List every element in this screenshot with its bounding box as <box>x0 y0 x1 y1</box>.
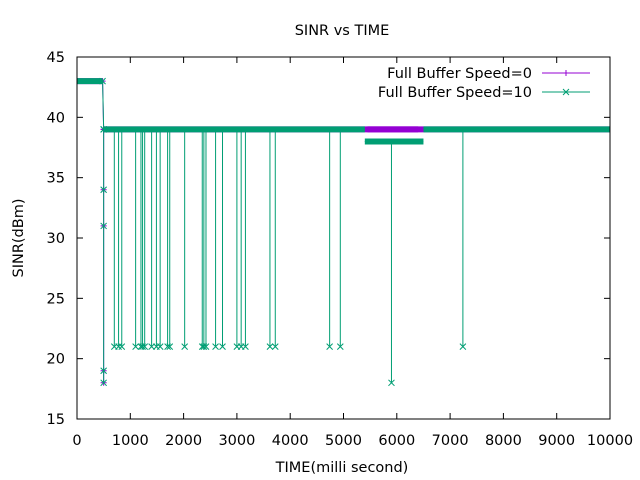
y-tick-label-5: 40 <box>47 110 65 126</box>
y-tick-label-2: 25 <box>47 291 65 307</box>
plot-frame <box>76 56 611 420</box>
series-2-dip-point-23 <box>271 343 279 350</box>
legend-marker-1 <box>563 70 569 76</box>
series-2-point <box>99 77 106 85</box>
y-axis-label: SINR(dBm) <box>11 199 27 278</box>
series-2-dip-point-10 <box>156 343 164 350</box>
series-2-dip-point-18 <box>219 343 226 350</box>
plot-area <box>77 77 610 387</box>
series-2-dip-point-4 <box>132 343 139 350</box>
y-tick-label-4: 35 <box>47 171 65 187</box>
series-2-dip-point-25 <box>336 343 344 350</box>
x-tick-label-2: 2000 <box>165 433 202 449</box>
series-2-dip-point-21 <box>242 343 249 350</box>
y-tick-label-6: 45 <box>47 50 65 66</box>
y-tick-label-0: 15 <box>47 412 65 428</box>
series-2-dip-point-3 <box>118 343 126 350</box>
y-tick-label-1: 20 <box>47 352 65 368</box>
x-tick-label-6: 6000 <box>378 433 415 449</box>
x-tick-label-8: 8000 <box>485 433 522 449</box>
legend: Full Buffer Speed=0 Full Buffer Speed=10 <box>378 66 590 101</box>
series-2-dip-point-22 <box>266 343 274 350</box>
x-tick-label-5: 5000 <box>325 433 362 449</box>
series-2-point <box>100 186 108 194</box>
series-2-dip-point-8 <box>148 343 155 350</box>
series-2-dip-point-24 <box>326 343 333 350</box>
series-2-point <box>100 222 108 230</box>
x-tick-label-7: 7000 <box>432 433 469 449</box>
legend-label-2: Full Buffer Speed=10 <box>378 85 532 101</box>
series-2-dip-point-27 <box>459 343 467 350</box>
x-tick-label-10: 10000 <box>587 433 633 449</box>
series-2-dip-point-2 <box>115 343 122 350</box>
legend-label-1: Full Buffer Speed=0 <box>387 66 532 82</box>
series-2-dip-point-13 <box>181 343 189 350</box>
y-tick-label-3: 30 <box>47 231 65 247</box>
x-tick-label-9: 9000 <box>538 433 575 449</box>
series-2-point <box>100 367 108 375</box>
x-tick-label-1: 1000 <box>112 433 149 449</box>
legend-marker-2 <box>562 88 570 96</box>
series-2-dip-point-7 <box>141 343 149 350</box>
series-1 <box>77 78 610 386</box>
series-2-point <box>100 379 108 387</box>
x-tick-label-3: 3000 <box>218 433 255 449</box>
series-2-dip-point-16 <box>202 343 210 350</box>
x-tick-label-0: 0 <box>72 433 81 449</box>
chart-title: SINR vs TIME <box>295 23 390 39</box>
axis-ticks: 0 1000 2000 3000 4000 5000 6000 7000 8000 9000 100… <box>47 50 634 449</box>
series-2-dip-point-26 <box>388 379 395 387</box>
series-2-dip-point-17 <box>212 343 219 350</box>
x-tick-label-4: 4000 <box>272 433 309 449</box>
series-2-line-2 <box>102 81 105 383</box>
x-axis-label: TIME(milli second) <box>275 460 409 476</box>
series-2-dip-point-12 <box>166 343 174 350</box>
series-2 <box>77 77 610 387</box>
